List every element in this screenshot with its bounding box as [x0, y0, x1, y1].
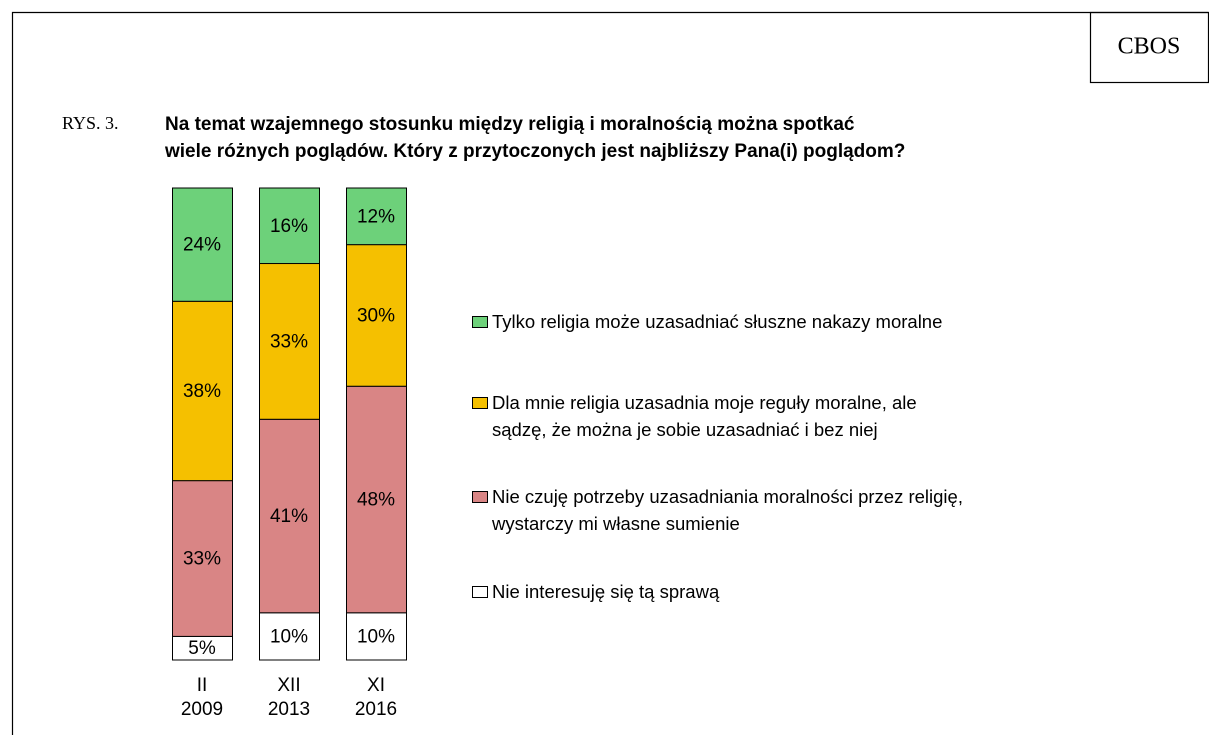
- legend-swatch: [472, 586, 488, 598]
- data-label: 10%: [357, 626, 395, 647]
- legend-label: Dla mnie religia uzasadnia moje reguły m…: [492, 392, 917, 440]
- legend-swatch: [472, 397, 488, 409]
- data-label: 10%: [270, 626, 308, 647]
- bar-segment: [259, 187, 320, 265]
- data-label: 38%: [183, 381, 221, 402]
- data-label: 24%: [183, 235, 221, 256]
- bar-segment: [259, 418, 320, 614]
- x-tick-label: XII: [277, 675, 300, 696]
- legend-swatch: [472, 316, 488, 328]
- source: CBOS: [1118, 34, 1181, 60]
- chart-title: Na temat wzajemnego stosunku między reli…: [165, 114, 855, 135]
- bar-segment: [259, 263, 320, 420]
- chart-title: wiele różnych poglądów. Który z przytocz…: [164, 141, 905, 162]
- x-tick-label: 2009: [181, 699, 223, 720]
- frame: [11, 11, 1209, 735]
- data-label: 12%: [357, 206, 395, 227]
- bar-segment: [346, 612, 407, 661]
- data-label: 33%: [183, 549, 221, 570]
- bar-segment: [346, 244, 407, 387]
- data-label: 5%: [188, 638, 216, 659]
- x-tick-label: XI: [367, 675, 385, 696]
- figure-label: RYS. 3.: [62, 113, 119, 133]
- legend-swatch: [472, 491, 488, 503]
- x-tick-label: II: [197, 675, 208, 696]
- bar-segment: [346, 385, 407, 614]
- data-label: 30%: [357, 305, 395, 326]
- x-tick-label: 2016: [355, 699, 397, 720]
- data-label: 16%: [270, 216, 308, 237]
- bar-segment: [346, 187, 407, 246]
- legend-label: Nie czuję potrzeby uzasadniania moralnoś…: [492, 486, 963, 534]
- legend-label: Nie interesuję się tą sprawą: [492, 581, 720, 602]
- data-label: 48%: [357, 490, 395, 511]
- bar-segment: [259, 612, 320, 661]
- x-tick-label: 2013: [268, 699, 310, 720]
- data-label: 41%: [270, 506, 308, 527]
- bar-segment: [172, 480, 233, 637]
- bar-segment: [172, 187, 233, 302]
- legend-label: Tylko religia może uzasadniać słuszne na…: [492, 311, 943, 332]
- data-label: 33%: [270, 331, 308, 352]
